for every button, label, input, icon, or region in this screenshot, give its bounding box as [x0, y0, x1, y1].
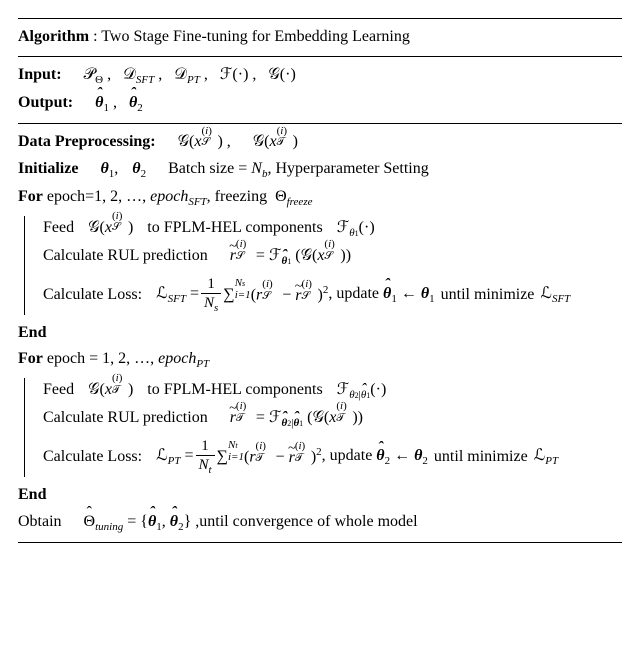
preproc-g2: 𝒢(x(i)𝒯) — [253, 133, 298, 150]
obtain-row: Obtain Θtuning = {θ1, θ2} ,until converg… — [18, 510, 622, 536]
sft-block: Feed 𝒢(x(i)𝒮) to FPLM-HEL components ℱθ1… — [24, 216, 622, 315]
for-pt-row: For epoch = 1, 2, …, epochPT — [18, 347, 622, 373]
frac-1Nt: 1 Nt — [196, 438, 215, 477]
end-1: End — [18, 321, 622, 346]
input-D-pt: 𝒟PT — [174, 66, 200, 83]
preproc-g1: 𝒢(x(i)𝒮) , — [178, 133, 231, 150]
rul-pt: Calculate RUL prediction r(i)𝒯 = ℱθ2|θ1 … — [43, 406, 622, 432]
top-rule — [18, 18, 622, 19]
input-P: 𝒫Θ — [84, 66, 104, 83]
algo-label: Algorithm — [18, 28, 89, 45]
init-row: Initialize θ1, θ2 Batch size = Nb, Hyper… — [18, 157, 622, 183]
input-G: 𝒢(·) — [268, 66, 295, 83]
obtain-tail: ,until convergence of whole model — [195, 513, 417, 530]
F-theta1: ℱθ1(·) — [337, 219, 375, 236]
bottom-rule — [18, 542, 622, 543]
algorithm-box: Algorithm : Two Stage Fine-tuning for Em… — [0, 0, 640, 648]
init-rest: Batch size = Nb, Hyperparameter Setting — [168, 160, 429, 177]
feed-pt: Feed 𝒢(x(i)𝒯) to FPLM-HEL components ℱθ2… — [43, 378, 622, 404]
init-theta2: θ — [132, 160, 140, 177]
rul-sft: Calculate RUL prediction r(i)𝒮 = ℱθ1 (𝒢(… — [43, 244, 622, 270]
for1-kw: For — [18, 188, 43, 205]
preproc-label: Data Preprocessing: — [18, 133, 156, 150]
init-theta1: θ — [100, 160, 108, 177]
input-row: Input: 𝒫Θ , 𝒟SFT , 𝒟PT , ℱ(·) , 𝒢(·) — [18, 63, 622, 89]
for1-body: epoch=1, 2, …, epochSFT, freezing Θfreez… — [47, 188, 313, 205]
output-row: Output: θ1 , θ2 — [18, 91, 622, 117]
input-D-sft: 𝒟SFT — [123, 66, 154, 83]
mid-rule-2 — [18, 123, 622, 124]
for2-body: epoch = 1, 2, …, epochPT — [47, 350, 209, 367]
preproc-row: Data Preprocessing: 𝒢(x(i)𝒮) , 𝒢(x(i)𝒯) — [18, 130, 622, 155]
input-F: ℱ(·) — [220, 66, 249, 83]
input-label: Input: — [18, 66, 62, 83]
F-theta2: ℱθ2|θ1(·) — [337, 381, 387, 398]
algo-title: : Two Stage Fine-tuning for Embedding Le… — [93, 28, 410, 45]
end-2: End — [18, 483, 622, 508]
for2-kw: For — [18, 350, 43, 367]
theta1-hat: θ — [95, 91, 103, 116]
loss-pt: Calculate Loss: ℒPT = 1 Nt ∑Nti=1 (r(i)𝒯… — [43, 438, 622, 477]
pt-block: Feed 𝒢(x(i)𝒯) to FPLM-HEL components ℱθ2… — [24, 378, 622, 477]
loss-sft: Calculate Loss: ℒSFT = 1 Ns ∑Nsi=1 (r(i)… — [43, 276, 622, 315]
for-sft-row: For epoch=1, 2, …, epochSFT, freezing Θf… — [18, 185, 622, 211]
output-label: Output: — [18, 94, 73, 111]
init-label: Initialize — [18, 160, 78, 177]
frac-1Ns: 1 Ns — [201, 276, 221, 315]
mid-rule — [18, 56, 622, 57]
algo-title-row: Algorithm : Two Stage Fine-tuning for Em… — [18, 25, 622, 50]
theta2-hat: θ — [129, 91, 137, 116]
